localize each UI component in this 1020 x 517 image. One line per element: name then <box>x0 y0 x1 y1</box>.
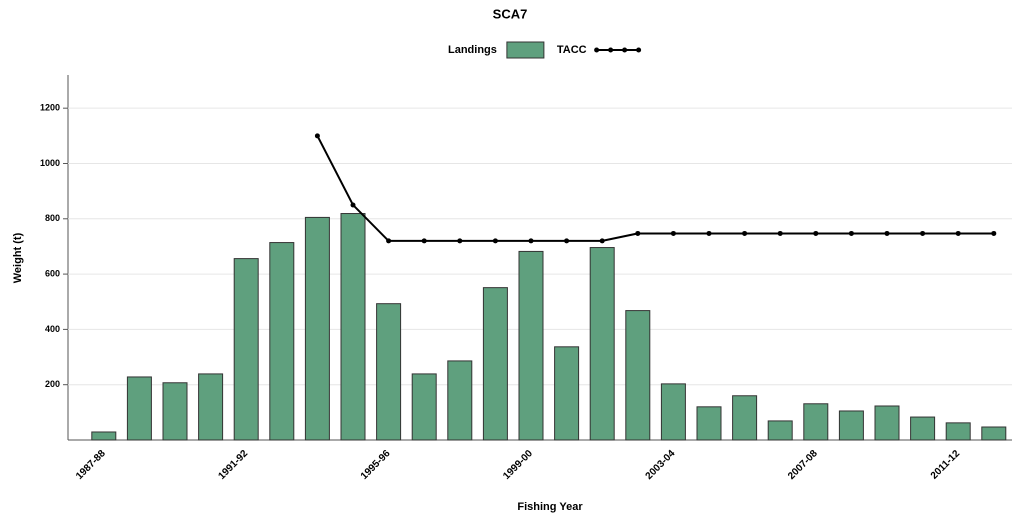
point <box>492 238 498 244</box>
point <box>421 238 427 244</box>
point <box>528 238 534 244</box>
line <box>316 135 994 242</box>
x-tick-label: 2003-04 <box>644 448 678 482</box>
point <box>920 230 926 236</box>
bar <box>233 258 259 441</box>
legend-label: TACC <box>557 44 587 56</box>
bar <box>945 422 971 441</box>
bar <box>162 382 188 441</box>
bar <box>696 406 722 441</box>
legend-point <box>608 47 614 53</box>
bar <box>482 287 508 441</box>
bar <box>554 346 580 441</box>
y-tick-label: 200 <box>45 379 60 389</box>
x-axis-title: Fishing Year <box>517 501 583 513</box>
bar <box>411 373 437 441</box>
legend-point <box>594 47 600 53</box>
y-tick-label: 400 <box>45 324 60 334</box>
bar <box>198 373 224 441</box>
point <box>813 230 819 236</box>
x-tick-label: 1987-88 <box>74 448 108 482</box>
legend-point <box>636 47 642 53</box>
bar <box>269 242 295 441</box>
bar <box>518 250 544 441</box>
legend-label: Landings <box>448 44 497 56</box>
point <box>848 230 854 236</box>
point <box>564 238 570 244</box>
bar <box>625 310 651 441</box>
point <box>599 238 605 244</box>
bar <box>376 303 402 441</box>
bar <box>91 431 117 441</box>
point <box>706 230 712 236</box>
y-axis-title: Weight (t) <box>12 232 24 283</box>
bar <box>910 416 936 441</box>
legend-point <box>622 47 628 53</box>
y-tick-label: 1200 <box>40 103 60 113</box>
bar <box>126 376 152 441</box>
point <box>777 230 783 236</box>
bar <box>660 383 686 441</box>
chart-title: SCA7 <box>493 6 528 21</box>
x-tick-label: 1999-00 <box>501 448 535 482</box>
point <box>314 133 320 139</box>
bar <box>304 216 330 441</box>
point <box>350 202 356 208</box>
point <box>386 238 392 244</box>
point <box>742 230 748 236</box>
x-tick-label: 1995-96 <box>359 448 393 482</box>
bar <box>732 395 758 441</box>
bar <box>981 426 1007 441</box>
point <box>670 230 676 236</box>
y-tick-label: 800 <box>45 213 60 223</box>
bar <box>874 405 900 441</box>
bar <box>767 420 793 441</box>
legend-swatch <box>506 41 545 59</box>
point <box>884 230 890 236</box>
point <box>955 230 961 236</box>
point <box>635 230 641 236</box>
y-tick-label: 600 <box>45 268 60 278</box>
x-tick-label: 2007-08 <box>786 448 820 482</box>
y-tick-label: 1000 <box>40 158 60 168</box>
bar <box>340 213 366 441</box>
bar <box>589 247 615 441</box>
bar <box>838 410 864 441</box>
bar <box>803 403 829 441</box>
x-tick-label: 1991-92 <box>216 448 250 482</box>
bar <box>447 360 473 441</box>
x-tick-label: 2011-12 <box>929 448 963 482</box>
point <box>991 230 997 236</box>
point <box>457 238 463 244</box>
